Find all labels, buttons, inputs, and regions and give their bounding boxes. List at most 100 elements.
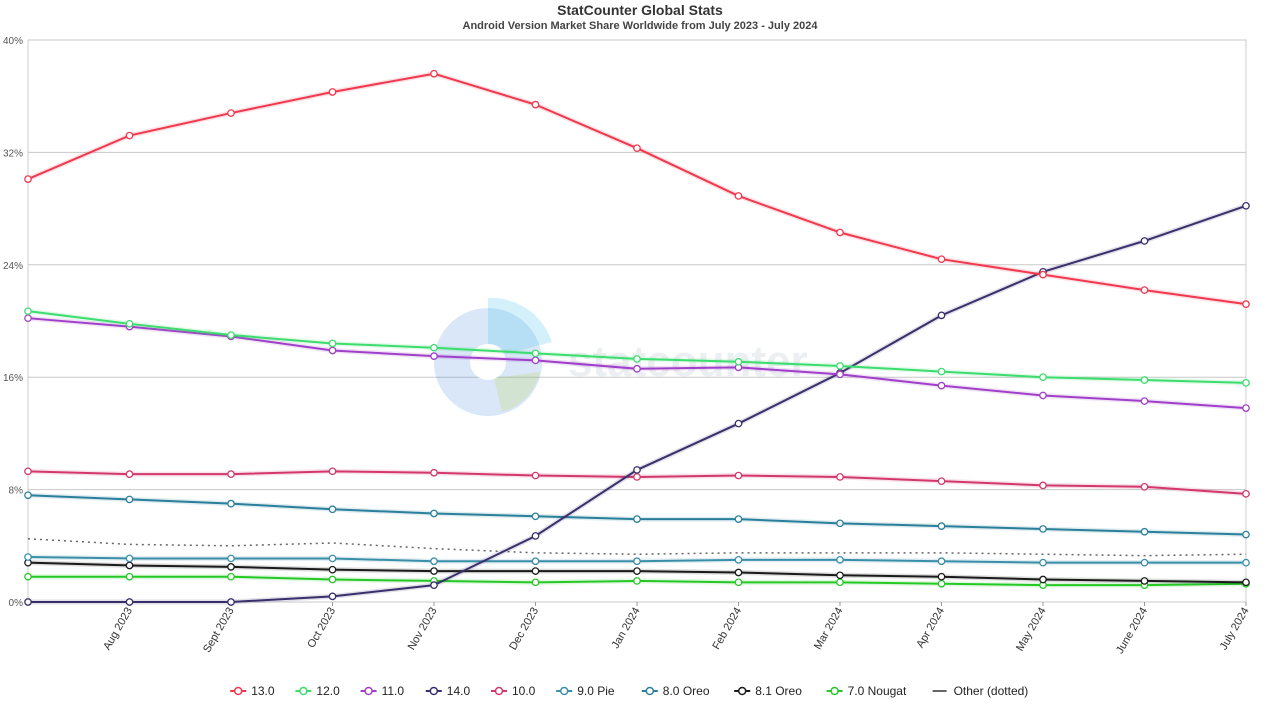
data-point[interactable] [328,339,337,348]
data-point[interactable] [227,109,235,117]
data-point[interactable] [1140,237,1149,245]
data-point[interactable] [24,467,32,476]
legend-item[interactable]: 12.0 [295,684,340,698]
data-point[interactable] [836,473,844,481]
data-point[interactable] [531,532,540,540]
data-point[interactable] [430,468,438,477]
data-point[interactable] [328,505,337,514]
data-point[interactable] [1039,270,1047,279]
data-point[interactable] [430,352,438,360]
data-point[interactable] [734,471,743,480]
legend-item[interactable]: 10.0 [491,684,536,698]
data-point[interactable] [1242,489,1250,498]
data-point[interactable] [24,553,32,561]
data-point[interactable] [1242,201,1250,210]
data-point[interactable] [1242,378,1250,387]
data-point[interactable] [531,578,540,587]
data-point[interactable] [430,567,438,575]
data-point[interactable] [836,555,844,564]
legend-item[interactable]: 8.0 Oreo [641,684,710,698]
data-point[interactable] [24,491,32,500]
data-point[interactable] [328,575,337,584]
data-point[interactable] [531,557,540,566]
data-point[interactable] [937,522,946,530]
data-point[interactable] [937,311,946,320]
data-point[interactable] [1140,286,1149,294]
data-point[interactable] [633,144,641,153]
data-point[interactable] [1039,575,1047,584]
data-point[interactable] [1140,482,1149,491]
data-point[interactable] [1140,577,1149,585]
data-point[interactable] [227,554,235,563]
data-point[interactable] [1039,525,1047,533]
data-point[interactable] [1242,404,1250,412]
data-point[interactable] [734,568,743,577]
data-point[interactable] [227,563,235,571]
data-point[interactable] [125,131,134,140]
data-point[interactable] [937,557,946,566]
data-point[interactable] [836,519,844,528]
data-point[interactable] [430,557,438,566]
data-point[interactable] [227,598,235,606]
data-point[interactable] [937,477,946,486]
data-point[interactable] [633,515,641,523]
data-point[interactable] [24,314,32,323]
data-point[interactable] [836,362,844,370]
data-point[interactable] [125,561,134,570]
data-point[interactable] [328,467,337,476]
data-point[interactable] [531,512,540,521]
data-point[interactable] [125,319,134,328]
data-point[interactable] [1140,397,1149,405]
data-point[interactable] [24,175,32,183]
data-point[interactable] [430,343,438,352]
data-point[interactable] [24,572,32,581]
legend-item[interactable]: 11.0 [360,684,405,698]
data-point[interactable] [1039,391,1047,400]
legend-item[interactable]: 13.0 [230,684,275,698]
data-point[interactable] [125,554,134,563]
data-point[interactable] [328,346,337,355]
data-point[interactable] [1039,558,1047,567]
data-point[interactable] [836,370,844,379]
data-point[interactable] [937,367,946,376]
data-point[interactable] [633,364,641,373]
data-point[interactable] [633,473,641,481]
data-point[interactable] [531,567,540,575]
data-point[interactable] [633,355,641,363]
data-point[interactable] [937,579,946,588]
data-point[interactable] [328,88,337,96]
data-point[interactable] [328,565,337,574]
data-point[interactable] [633,577,641,585]
data-point[interactable] [836,571,844,580]
data-point[interactable] [227,572,235,581]
legend-item[interactable]: 14.0 [425,684,471,698]
data-point[interactable] [531,471,540,480]
legend-item[interactable]: 7.0 Nougat [826,684,907,698]
data-point[interactable] [836,578,844,587]
data-point[interactable] [734,515,743,523]
data-point[interactable] [734,357,743,366]
data-point[interactable] [1242,578,1250,587]
data-point[interactable] [1140,376,1149,384]
data-point[interactable] [125,470,134,478]
legend-item[interactable]: Other (dotted) [932,684,1029,698]
data-point[interactable] [1140,527,1149,536]
data-point[interactable] [125,572,134,581]
data-point[interactable] [734,419,743,428]
data-point[interactable] [227,331,235,339]
data-point[interactable] [531,356,540,365]
data-point[interactable] [1039,481,1047,490]
legend-item[interactable]: 9.0 Pie [556,684,615,698]
data-point[interactable] [227,499,235,508]
data-point[interactable] [531,100,540,109]
data-point[interactable] [328,554,337,563]
data-point[interactable] [1039,373,1047,382]
data-point[interactable] [1242,558,1250,567]
data-point[interactable] [836,228,844,237]
data-point[interactable] [1140,558,1149,567]
data-point[interactable] [430,69,438,78]
data-point[interactable] [1242,300,1250,308]
data-point[interactable] [227,470,235,478]
data-point[interactable] [430,581,438,589]
data-point[interactable] [125,598,134,606]
